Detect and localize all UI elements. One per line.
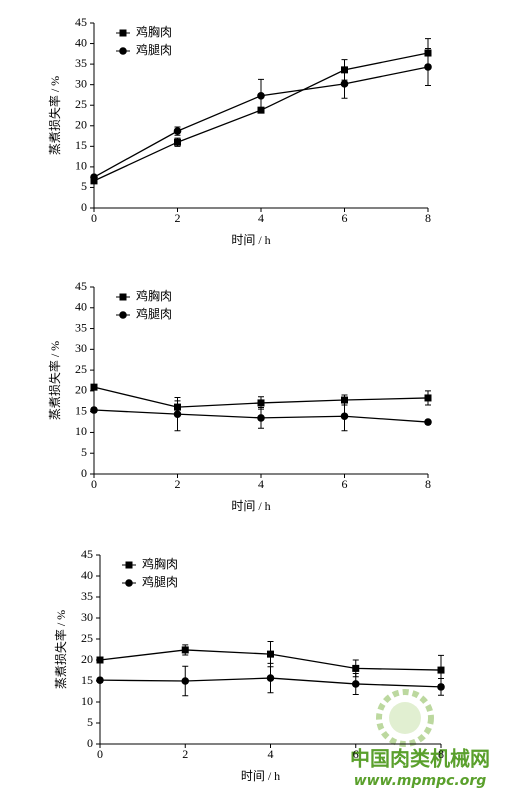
y-tick-label: 0 bbox=[81, 466, 87, 480]
x-axis-label: 时间 / h bbox=[231, 233, 270, 247]
y-tick-label: 25 bbox=[75, 362, 87, 376]
marker bbox=[424, 63, 432, 71]
legend-label: 鸡胸肉 bbox=[136, 288, 172, 303]
y-tick-label: 15 bbox=[75, 403, 87, 417]
legend-label: 鸡腿肉 bbox=[136, 306, 172, 321]
y-tick-label: 20 bbox=[75, 383, 87, 397]
marker bbox=[352, 664, 360, 672]
marker bbox=[90, 406, 98, 414]
marker bbox=[173, 410, 182, 418]
legend-marker bbox=[125, 579, 133, 587]
marker bbox=[351, 680, 360, 688]
y-tick-label: 10 bbox=[75, 424, 87, 438]
legend-label: 鸡胸肉 bbox=[142, 556, 178, 571]
watermark-url: www.mpmpc.org bbox=[354, 773, 487, 789]
y-tick-label: 30 bbox=[75, 76, 87, 90]
y-tick-label: 35 bbox=[75, 320, 87, 334]
y-tick-label: 35 bbox=[81, 589, 93, 603]
y-tick-label: 40 bbox=[75, 300, 87, 314]
marker bbox=[174, 138, 181, 146]
x-tick-label: 6 bbox=[353, 747, 359, 761]
marker bbox=[424, 418, 432, 426]
marker bbox=[437, 666, 445, 674]
x-tick-label: 8 bbox=[438, 747, 444, 761]
y-tick-label: 45 bbox=[75, 15, 87, 29]
series-line bbox=[93, 52, 429, 182]
marker bbox=[90, 383, 98, 391]
x-tick-label: 0 bbox=[91, 477, 97, 491]
y-tick-label: 40 bbox=[75, 35, 87, 49]
marker bbox=[96, 656, 104, 664]
x-tick-label: 0 bbox=[91, 211, 97, 225]
legend-marker bbox=[125, 561, 133, 569]
y-tick-label: 40 bbox=[81, 568, 93, 582]
x-axis-label: 时间 / h bbox=[241, 769, 280, 783]
y-tick-label: 5 bbox=[87, 715, 93, 729]
x-tick-label: 6 bbox=[342, 477, 348, 491]
marker bbox=[340, 412, 349, 421]
y-tick-label: 20 bbox=[75, 118, 87, 132]
marker bbox=[340, 80, 349, 88]
y-tick-label: 10 bbox=[75, 159, 87, 173]
y-tick-label: 5 bbox=[81, 179, 87, 193]
y-axis-label: 蒸煮损失率 / % bbox=[47, 76, 62, 155]
y-tick-label: 45 bbox=[75, 279, 87, 293]
y-tick-label: 30 bbox=[75, 341, 87, 355]
y-tick-label: 5 bbox=[81, 445, 87, 459]
marker bbox=[181, 646, 189, 654]
x-tick-label: 8 bbox=[425, 477, 431, 491]
watermark-title: 中国肉类机械网 bbox=[350, 747, 490, 771]
x-tick-label: 4 bbox=[258, 477, 264, 491]
x-tick-label: 0 bbox=[97, 747, 103, 761]
x-tick-label: 6 bbox=[342, 211, 348, 225]
x-tick-label: 2 bbox=[182, 747, 188, 761]
legend-label: 鸡腿肉 bbox=[136, 42, 172, 57]
x-tick-label: 2 bbox=[175, 211, 181, 225]
legend-marker bbox=[119, 311, 127, 319]
y-axis-label: 蒸煮损失率 / % bbox=[47, 341, 62, 420]
x-tick-label: 4 bbox=[268, 747, 274, 761]
marker bbox=[266, 674, 275, 682]
marker bbox=[341, 396, 348, 404]
x-tick-label: 2 bbox=[175, 477, 181, 491]
x-tick-label: 8 bbox=[425, 211, 431, 225]
marker bbox=[257, 399, 265, 407]
y-tick-label: 15 bbox=[75, 138, 87, 152]
legend-label: 鸡腿肉 bbox=[142, 574, 178, 589]
y-tick-label: 35 bbox=[75, 56, 87, 70]
marker bbox=[267, 650, 274, 658]
marker bbox=[181, 677, 190, 685]
legend-marker bbox=[119, 47, 127, 55]
y-tick-label: 25 bbox=[81, 631, 93, 645]
legend-marker bbox=[119, 29, 127, 37]
marker bbox=[437, 683, 445, 691]
y-tick-label: 0 bbox=[87, 736, 93, 750]
watermark-logo bbox=[376, 689, 434, 747]
legend-label: 鸡胸肉 bbox=[136, 24, 172, 39]
y-axis-label: 蒸煮损失率 / % bbox=[53, 610, 68, 689]
marker bbox=[90, 173, 98, 181]
y-tick-label: 45 bbox=[81, 547, 93, 561]
x-axis-label: 时间 / h bbox=[231, 499, 270, 513]
marker bbox=[96, 676, 104, 684]
y-tick-label: 25 bbox=[75, 97, 87, 111]
marker bbox=[424, 394, 432, 402]
y-tick-label: 15 bbox=[81, 673, 93, 687]
y-tick-label: 0 bbox=[81, 200, 87, 214]
y-tick-label: 10 bbox=[81, 694, 93, 708]
marker bbox=[173, 127, 182, 135]
x-tick-label: 4 bbox=[258, 211, 264, 225]
legend-marker bbox=[119, 293, 127, 301]
y-tick-label: 20 bbox=[81, 652, 93, 666]
marker bbox=[257, 91, 265, 100]
marker bbox=[257, 414, 265, 422]
y-tick-label: 30 bbox=[81, 610, 93, 624]
